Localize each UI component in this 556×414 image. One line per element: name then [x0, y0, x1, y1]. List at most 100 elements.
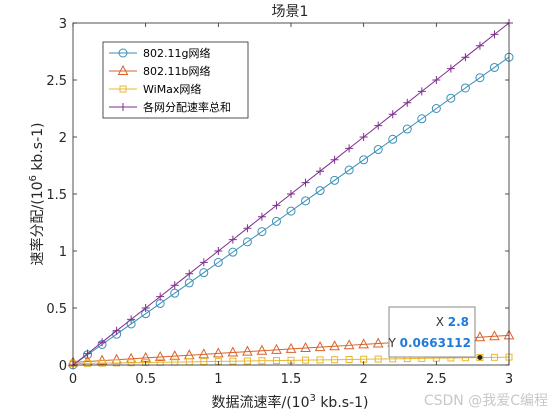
legend-item: 802.11g网络: [109, 46, 210, 60]
data-point: [316, 167, 325, 176]
data-point: [98, 338, 107, 347]
data-point: [117, 64, 129, 75]
chart-title: 场景1: [272, 4, 309, 20]
data-point: [98, 359, 106, 367]
x-tick-label: 0: [69, 372, 77, 387]
data-point: [272, 357, 280, 365]
data-point: [490, 353, 498, 361]
x-tick-label: 2.5: [426, 372, 447, 387]
data-point: [184, 278, 194, 288]
data-point: [169, 350, 181, 361]
data-point: [257, 212, 266, 221]
axes: 0 0.5 1 1.5 2 2.5 3 0 0.5 1 1.5 2 2.5 3: [46, 17, 513, 387]
x-axis-label-post: kb.s-1): [316, 395, 369, 411]
data-point: [213, 347, 224, 358]
data-point: [170, 281, 179, 290]
y-axis-label-pre: 速率分配/(10: [29, 181, 46, 265]
data-point: [388, 110, 397, 119]
data-point: [300, 341, 311, 353]
data-point: [314, 341, 326, 352]
data-point: [113, 359, 121, 367]
x-tick-label: 3: [505, 372, 513, 387]
data-point: [374, 121, 383, 130]
legend-item: WiMax网络: [109, 82, 201, 96]
data-point: [345, 355, 353, 363]
data-point: [199, 268, 209, 278]
data-point: [461, 53, 470, 62]
y-tick-label: 1: [59, 245, 67, 260]
data-point: [243, 357, 251, 365]
data-point: [112, 326, 121, 335]
data-point: [330, 155, 339, 164]
data-point: [460, 83, 470, 93]
datatip-x: X 2.8: [436, 315, 469, 329]
data-point: [475, 41, 484, 50]
y-tick-label: 0: [59, 359, 67, 374]
data-point: [359, 155, 369, 165]
legend-item: 各网分配速率总和: [109, 100, 231, 114]
data-point: [329, 340, 340, 351]
y-tick-label: 1.5: [46, 188, 67, 203]
data-point: [345, 144, 354, 153]
data-point: [343, 339, 355, 350]
legend-label: WiMax网络: [143, 82, 201, 96]
data-point: [83, 349, 92, 358]
datatip-box: [388, 306, 476, 358]
data-point: [127, 359, 135, 367]
data-point: [315, 186, 325, 196]
data-point: [417, 87, 426, 96]
data-point: [417, 114, 427, 124]
data-point: [156, 292, 165, 301]
data-point: [287, 190, 295, 198]
data-point: [285, 342, 297, 353]
datatip-y-value: 0.0663112: [400, 336, 471, 350]
data-point: [359, 133, 368, 141]
data-point: [374, 355, 382, 363]
datatip-point: [477, 354, 483, 360]
y-tick-label: 2.5: [46, 74, 67, 89]
datatip-x-label: X: [436, 315, 448, 329]
datatip[interactable]: X 2.8 Y 0.0663112: [387, 306, 483, 360]
data-point: [141, 304, 150, 312]
data-point: [402, 124, 412, 134]
data-point: [475, 73, 485, 83]
data-point: [432, 76, 441, 84]
y-axis-label-exp: 6: [28, 175, 39, 181]
y-tick-label: 2: [59, 131, 67, 146]
data-point: [257, 227, 267, 237]
data-point: [431, 104, 441, 113]
data-point: [127, 315, 136, 324]
x-tick-label: 0.5: [135, 372, 156, 387]
data-point: [185, 269, 194, 278]
data-point: [198, 348, 210, 359]
x-axis-label-pre: 数据流速率/(10: [212, 394, 310, 411]
data-point: [199, 258, 208, 267]
data-point: [301, 196, 311, 206]
data-point: [227, 346, 239, 357]
data-point: [403, 98, 412, 107]
data-point: [243, 224, 252, 233]
data-point: [331, 356, 339, 364]
data-point: [228, 235, 237, 244]
x-tick-label: 1.5: [281, 372, 302, 387]
y-axis-label: 速率分配/(106 kb.s-1): [28, 123, 46, 266]
data-point: [271, 343, 282, 354]
legend-item: 802.11b网络: [109, 64, 210, 78]
datatip-x-value: 2.8: [448, 315, 469, 329]
data-point: [344, 165, 354, 175]
data-point: [84, 359, 92, 367]
data-point: [228, 247, 238, 257]
y-axis-label-post: kb.s-1): [30, 123, 46, 176]
data-point: [474, 331, 486, 342]
datatip-y: Y 0.0663112: [387, 336, 471, 350]
legend-label: 802.11b网络: [143, 64, 210, 78]
data-point: [256, 344, 268, 355]
y-tick-label: 3: [59, 17, 67, 32]
datatip-y-label: Y: [387, 336, 399, 350]
x-tick-label: 1: [214, 372, 222, 387]
watermark: CSDN @我爱C编程: [423, 393, 548, 409]
data-point: [229, 357, 237, 365]
data-point: [154, 350, 166, 362]
data-point: [330, 175, 340, 185]
